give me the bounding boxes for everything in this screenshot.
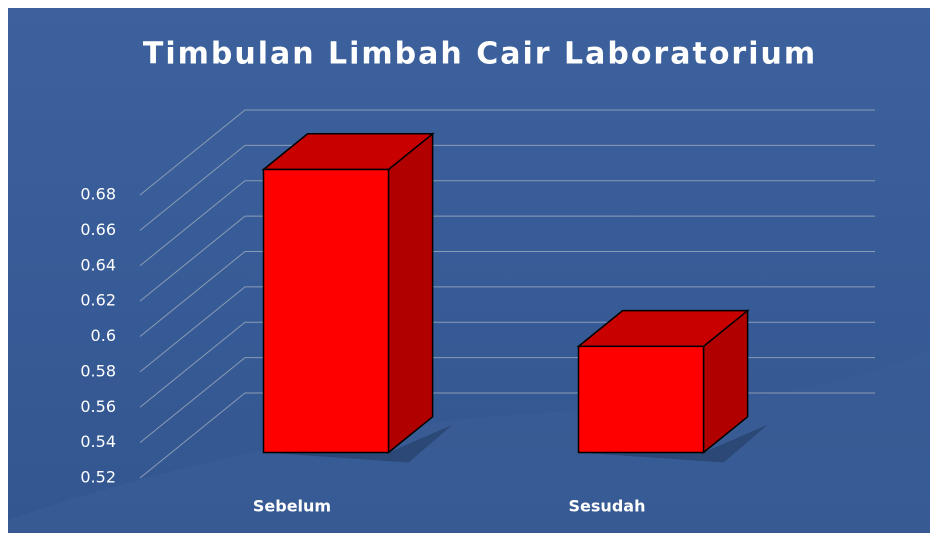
y-tick-label: 0.62 (80, 291, 116, 310)
y-tick-label: 0.6 (91, 326, 116, 345)
bar-side (387, 132, 434, 455)
x-tick-label: Sesudah (569, 497, 646, 516)
background-wave (8, 350, 930, 533)
y-tick-label: 0.68 (80, 185, 116, 204)
y-tick-label: 0.64 (80, 255, 116, 274)
y-tick-label: 0.52 (80, 468, 116, 487)
y-tick-label: 0.54 (80, 432, 116, 451)
bar (262, 168, 390, 454)
y-tick-label: 0.58 (80, 361, 116, 380)
grid-line (139, 251, 875, 337)
grid-line (139, 144, 875, 231)
x-tick-label: Sebelum (253, 497, 331, 516)
chart-title: Timbulan Limbah Cair Laboratorium (143, 37, 817, 72)
y-tick-label: 0.56 (80, 397, 116, 416)
bar (577, 345, 705, 454)
grid-line (139, 286, 875, 373)
grid-line (139, 215, 875, 302)
y-tick-label: 0.66 (80, 220, 116, 239)
grid-line (139, 180, 875, 267)
grid-line (139, 109, 875, 196)
